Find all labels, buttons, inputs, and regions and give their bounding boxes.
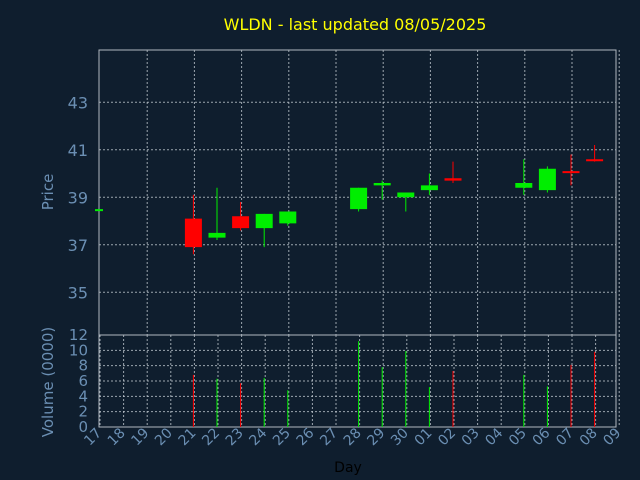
candle-body [232,216,250,229]
volume-tick-label: 8 [78,357,88,375]
candle-body [515,183,533,188]
price-axis-label: Price [39,174,57,211]
volume-bars-layer [192,341,596,427]
candle-body [95,209,103,212]
price-tick-label: 41 [68,141,88,160]
volume-tick-label: 0 [78,418,88,436]
x-axis-label: Day [334,460,362,476]
candle-body [562,171,580,174]
candle-body [184,218,202,248]
volume-tick-label: 12 [69,326,88,344]
price-axis-ticks: 35 37 39 41 43 [68,93,88,302]
volume-tick-label: 2 [78,403,88,421]
candle-body [397,192,415,198]
candle-body [208,232,226,238]
chart-title: WLDN - last updated 08/05/2025 [224,15,487,34]
candle-body [350,187,368,210]
price-tick-label: 43 [68,93,88,112]
volume-tick-label: 10 [69,341,88,359]
volume-panel-frame [98,334,617,428]
grid-layer [99,50,620,427]
volume-axis-label: Volume (0000) [39,327,57,437]
candle-body [586,159,604,162]
candles-layer [95,145,604,255]
candle-body [279,211,297,224]
candle-body [420,185,438,191]
candle-body [373,183,391,186]
candle-body [538,168,556,191]
volume-tick-label: 4 [78,387,88,405]
x-axis-ticks: 17 18 19 20 21 22 23 24 25 26 27 28 29 30 01 02 03 04 05 06… [81,425,624,449]
price-tick-label: 35 [68,283,88,302]
candle-body [444,178,462,181]
volume-tick-label: 6 [78,372,88,390]
price-tick-label: 37 [68,236,88,255]
candle-body [255,213,273,229]
price-tick-label: 39 [68,188,88,207]
